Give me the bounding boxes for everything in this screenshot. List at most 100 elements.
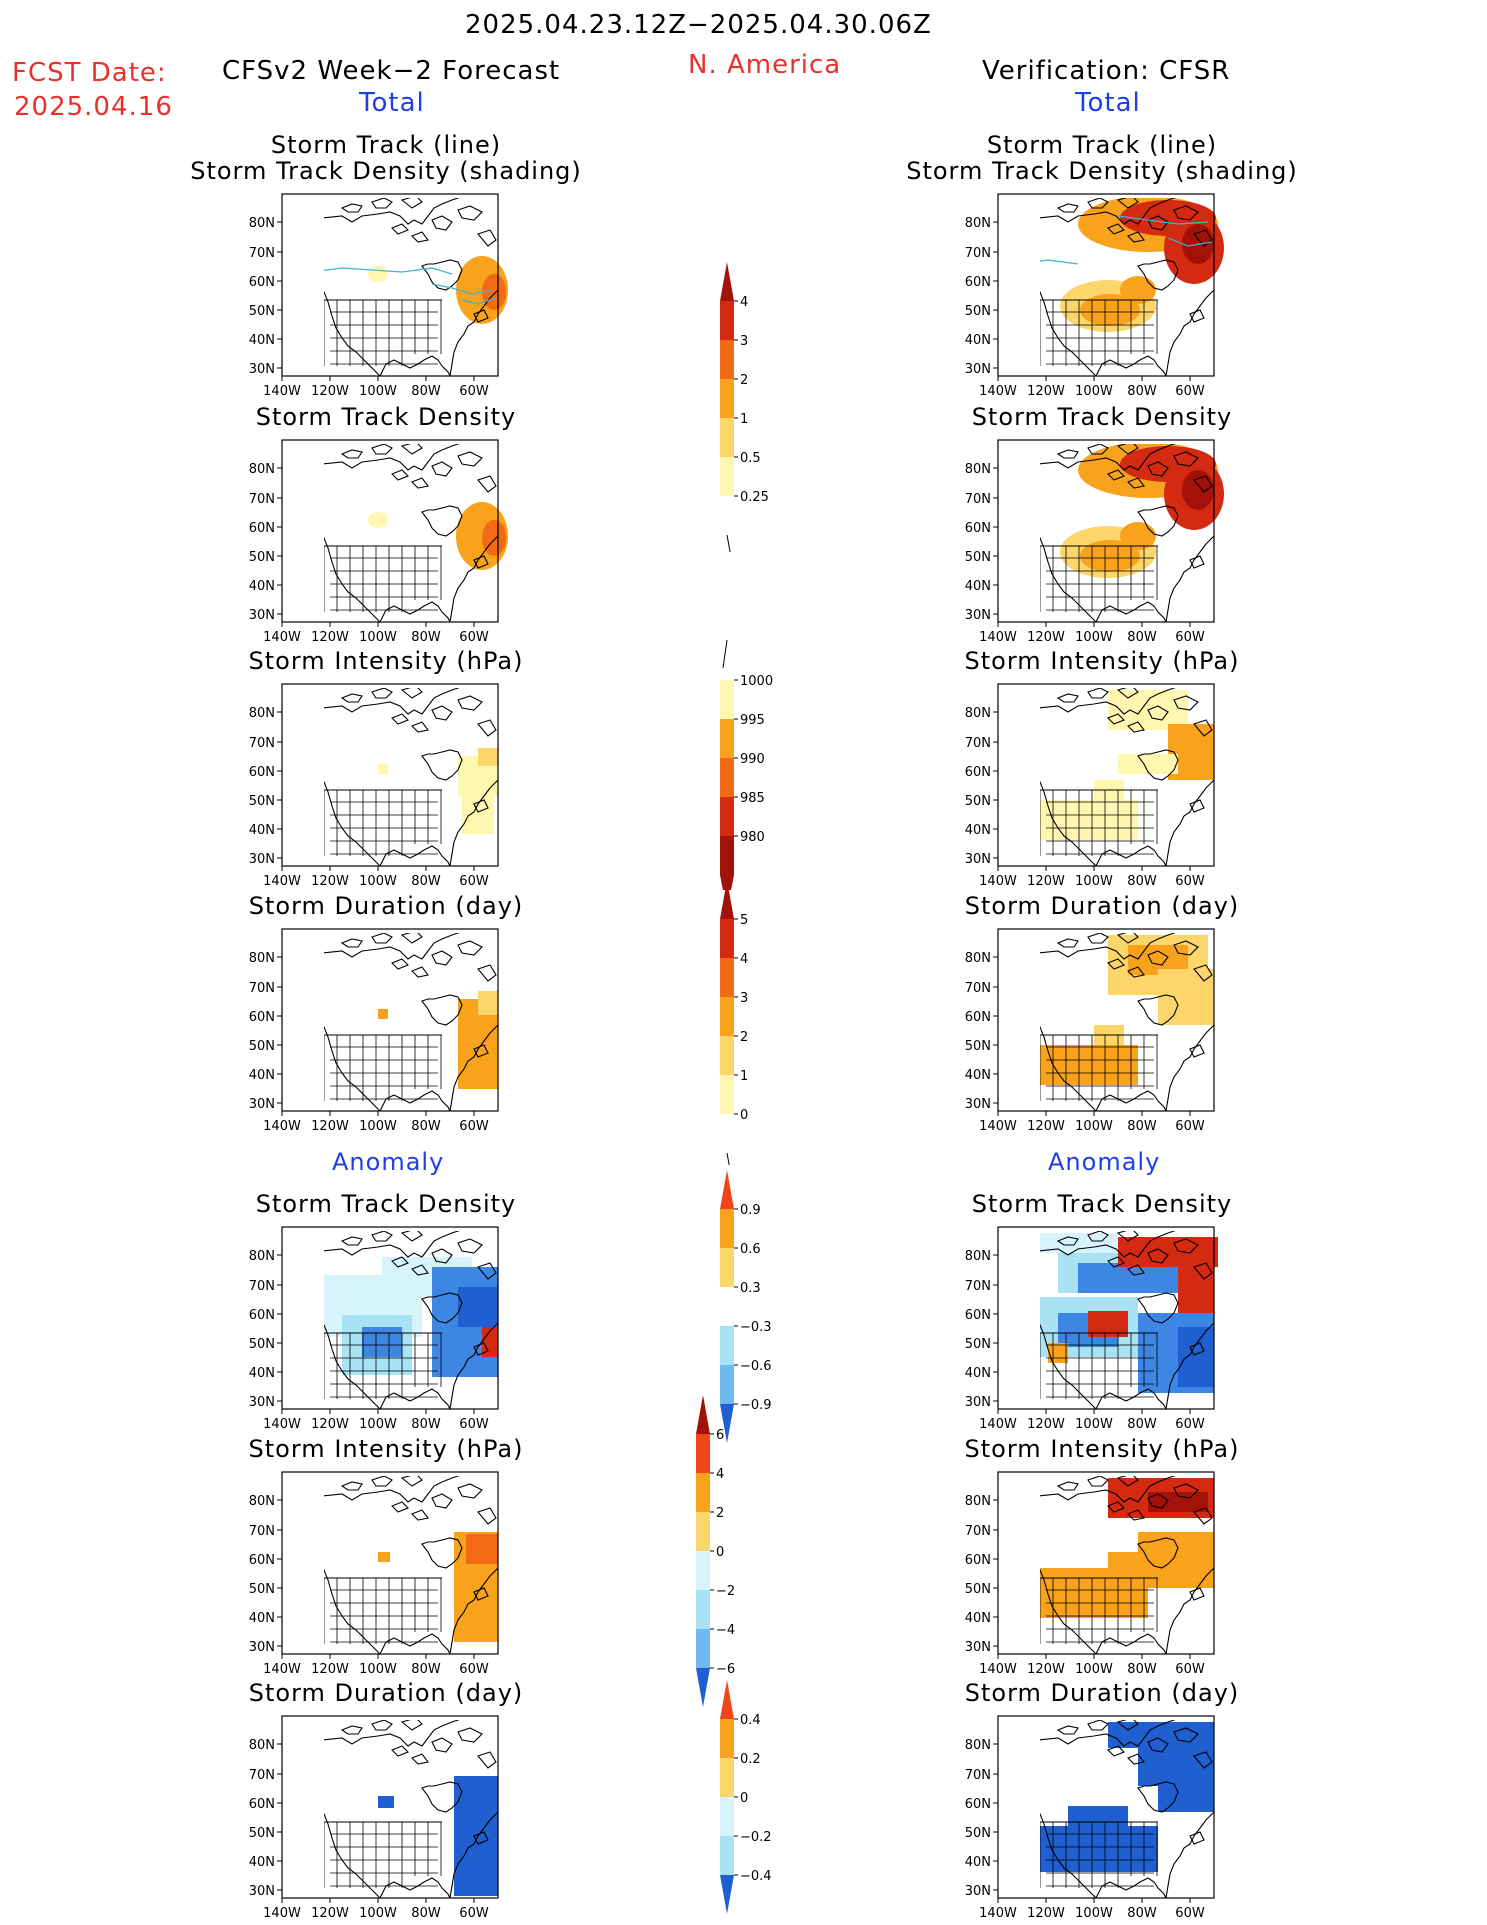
coastline	[1095, 845, 1167, 867]
island-outline	[1193, 475, 1213, 493]
colorbar-segment	[720, 1719, 734, 1758]
colorbar-label: 5	[740, 913, 748, 928]
lat-label: 50N	[965, 794, 991, 809]
shade-region	[998, 1766, 1022, 1816]
colorbar-segment	[720, 301, 734, 340]
lon-label: 60W	[459, 384, 489, 399]
colorbar-arrow-top	[720, 1680, 734, 1719]
lat-label: 70N	[965, 1279, 991, 1294]
coastline	[449, 1567, 499, 1655]
island-outline	[473, 555, 489, 569]
lon-label: 60W	[1175, 1906, 1205, 1921]
map-density-verification: 80N 70N 60N 50N 40N 30N 140W 120W 100W 80W 60W	[965, 439, 1224, 645]
island-outline	[371, 444, 393, 455]
coastline	[324, 1324, 381, 1410]
coastline	[1040, 781, 1097, 867]
map-density-anomaly-forecast: 80N 70N 60N 50N 40N 30N 140W 120W 100W 80W 60W	[249, 1226, 499, 1432]
storm-track-line	[461, 297, 497, 305]
coastline	[324, 444, 460, 471]
lon-label: 140W	[979, 1417, 1017, 1432]
island-outline	[1189, 1044, 1205, 1058]
colorbar-label: 4	[740, 952, 748, 967]
island-outline	[457, 1727, 483, 1743]
shade-region	[1120, 522, 1156, 550]
island-outline	[457, 205, 483, 221]
shade-region	[1108, 1552, 1138, 1582]
shade-region	[1158, 1772, 1214, 1812]
lat-label: 40N	[249, 1068, 275, 1083]
lat-label: 50N	[965, 1826, 991, 1841]
shade-region	[466, 1534, 498, 1564]
lat-label: 30N	[249, 1395, 275, 1410]
island-outline	[1193, 229, 1213, 247]
coastline	[1040, 1569, 1097, 1655]
coastline	[379, 355, 451, 377]
lat-label: 70N	[965, 492, 991, 507]
coastline	[1040, 1231, 1176, 1258]
colorbar-label: −4	[716, 1623, 735, 1638]
panel-title-l5: Storm Track Density	[255, 1190, 517, 1218]
coastline	[1040, 1324, 1097, 1410]
coastline	[1165, 779, 1215, 867]
shade-region	[1120, 276, 1156, 304]
map-frame	[997, 439, 1215, 623]
island-outline	[1189, 309, 1205, 323]
lat-label: 30N	[249, 1884, 275, 1899]
colorbar-segment	[720, 1758, 734, 1797]
lat-label: 70N	[249, 1279, 275, 1294]
lon-label: 140W	[979, 384, 1017, 399]
lon-label: 80W	[1127, 1662, 1157, 1677]
island-outline	[477, 1751, 497, 1769]
lat-label: 80N	[249, 462, 275, 477]
coastline	[421, 505, 463, 537]
lat-label: 70N	[249, 246, 275, 261]
island-outline	[1056, 693, 1079, 703]
panel-title-r2: Storm Track Density	[971, 403, 1233, 431]
lon-label: 80W	[411, 874, 441, 889]
shade-region	[458, 1287, 498, 1327]
lon-label: 80W	[411, 1119, 441, 1134]
lat-label: 60N	[965, 1797, 991, 1812]
coastline	[421, 994, 463, 1026]
shade-region	[998, 1277, 1012, 1307]
island-outline	[1056, 1725, 1079, 1735]
island-outline	[1173, 1483, 1199, 1499]
colorbar-label: 990	[740, 752, 765, 767]
colorbar-label: −0.2	[740, 1830, 772, 1845]
colorbar-arrow-top	[696, 1395, 710, 1434]
island-outline	[1173, 451, 1199, 467]
lat-label: 40N	[965, 823, 991, 838]
island-outline	[431, 461, 453, 477]
total-label-left: Total	[359, 88, 425, 118]
island-outline	[473, 1342, 489, 1356]
island-outline	[477, 964, 497, 982]
shade-region	[378, 764, 388, 774]
lat-label: 80N	[249, 1494, 275, 1509]
lon-label: 140W	[979, 630, 1017, 645]
coastline	[1165, 1811, 1215, 1899]
island-outline	[1056, 1236, 1079, 1246]
lat-label: 50N	[249, 1039, 275, 1054]
lon-label: 100W	[1075, 1906, 1113, 1921]
lat-label: 80N	[249, 951, 275, 966]
island-outline	[1116, 933, 1139, 944]
island-outline	[1147, 1493, 1169, 1509]
anomaly-label-left: Anomaly	[332, 1148, 445, 1176]
island-outline	[1087, 933, 1109, 944]
island-outline	[1087, 198, 1109, 209]
island-outline	[457, 1483, 483, 1499]
coastline	[1095, 1633, 1167, 1655]
lat-label: 70N	[249, 1524, 275, 1539]
island-outline	[1147, 1248, 1169, 1264]
coastline	[1165, 1567, 1215, 1655]
panel-title-r1a: Storm Track (line)	[986, 131, 1218, 159]
coastline	[1040, 1026, 1097, 1112]
map-frame	[997, 1226, 1215, 1410]
coastline	[449, 1322, 499, 1410]
island-outline	[1116, 198, 1139, 209]
island-outline	[457, 695, 483, 711]
lat-label: 70N	[249, 981, 275, 996]
island-outline	[1147, 950, 1169, 966]
island-outline	[400, 688, 423, 699]
coastline	[324, 291, 381, 377]
